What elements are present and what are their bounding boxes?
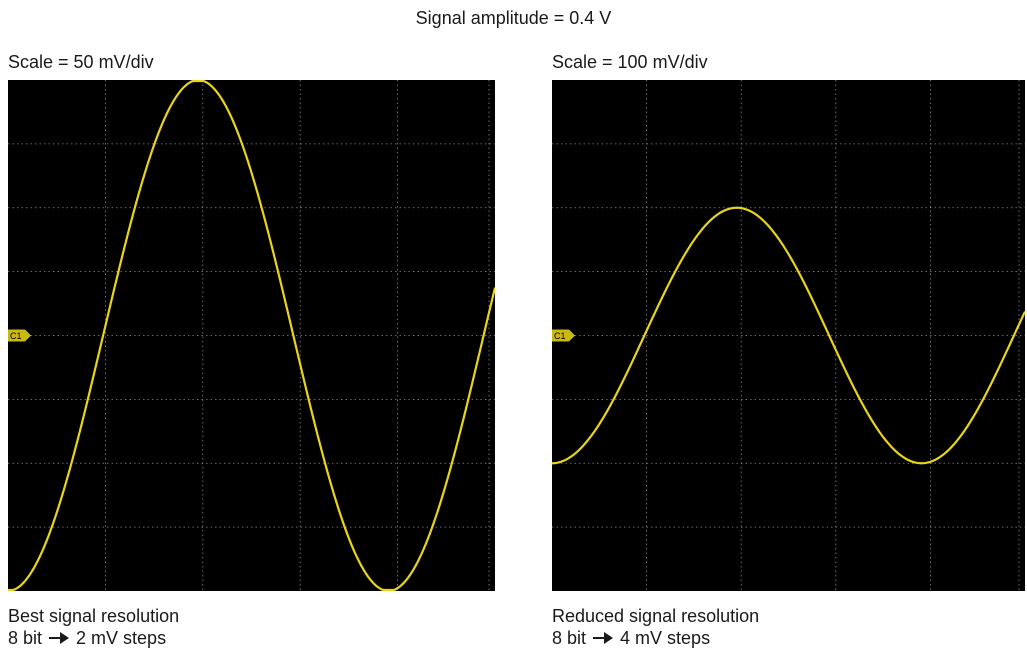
channel-marker: C1 <box>552 329 575 342</box>
grid <box>552 80 1025 591</box>
bit-depth: 8 bit <box>8 628 43 648</box>
caption-steps: 8 bit 4 mV steps <box>552 627 1025 649</box>
scale-label: Scale = 50 mV/div <box>8 52 154 72</box>
caption-line: Best signal resolution <box>8 606 180 626</box>
caption: Reduced signal resolution 8 bit 4 mV ste… <box>552 605 1025 649</box>
caption-line: Reduced signal resolution <box>552 606 760 626</box>
step-size: 2 mV steps <box>76 628 167 648</box>
scope-screen: C1 <box>552 80 1025 591</box>
channel-marker-label: C1 <box>10 331 22 341</box>
scope-panel-left: Scale = 50 mV/div C1 Best signal resolut… <box>8 50 495 649</box>
channel-marker-shape <box>552 329 575 342</box>
signal-waveform <box>552 206 1025 465</box>
channel-marker: C1 <box>8 329 31 342</box>
grid <box>8 80 495 591</box>
caption-steps: 8 bit 2 mV steps <box>8 627 495 649</box>
figure-title: Signal amplitude = 0.4 V <box>415 8 612 28</box>
scope-screen: C1 <box>8 80 495 591</box>
signal-waveform <box>8 80 495 591</box>
channel-marker-label: C1 <box>554 331 566 341</box>
channel-marker-shape <box>8 329 31 342</box>
arrow-right-icon <box>593 632 614 644</box>
scope-panel-right: Scale = 100 mV/div C1 Reduced signal res… <box>552 50 1025 649</box>
bit-depth: 8 bit <box>552 628 587 648</box>
step-size: 4 mV steps <box>620 628 711 648</box>
arrow-right-icon <box>49 632 70 644</box>
scale-label: Scale = 100 mV/div <box>552 52 708 72</box>
caption: Best signal resolution 8 bit 2 mV steps <box>8 605 495 649</box>
